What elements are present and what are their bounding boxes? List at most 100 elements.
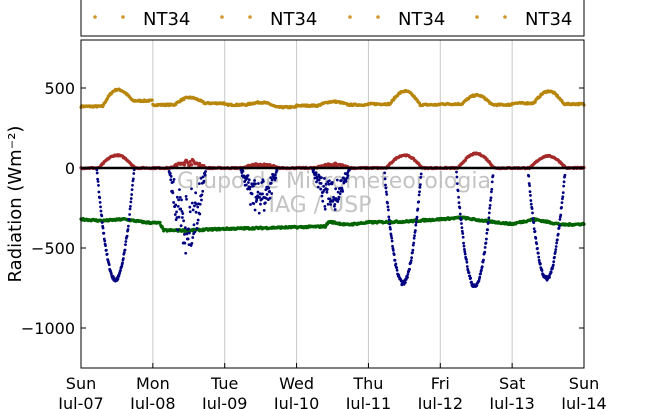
dip-series-point — [393, 258, 397, 262]
dip-series-point — [557, 226, 561, 230]
dip-series-point — [171, 191, 175, 195]
dip-series-point — [127, 218, 131, 222]
dip-series-point — [267, 186, 271, 190]
dip-series-point — [184, 195, 188, 198]
dip-series-point — [478, 275, 482, 279]
dip-series-point — [412, 236, 416, 240]
dip-series-point — [534, 236, 538, 240]
dip-series-point — [173, 213, 177, 216]
dip-series-point — [193, 230, 197, 234]
dip-series-point — [100, 214, 104, 218]
dip-series-point — [121, 261, 124, 265]
dip-series-point — [394, 262, 398, 266]
dip-series-point — [461, 232, 465, 235]
dip-series-point — [465, 258, 468, 261]
dip-series-point — [177, 215, 181, 219]
dip-series-point — [194, 191, 198, 195]
dip-series-point — [314, 173, 318, 177]
dip-series-point — [95, 171, 99, 175]
dip-series-point — [412, 241, 416, 245]
dip-series-point — [183, 226, 187, 230]
dip-series-point — [192, 223, 196, 227]
dip-series-point — [555, 241, 558, 245]
dip-series-point — [323, 207, 327, 211]
dip-series-point — [558, 224, 561, 228]
dip-series-point — [529, 202, 533, 206]
dip-series-point — [531, 217, 535, 220]
dip-series-point — [316, 185, 320, 189]
dip-series-point — [535, 242, 539, 246]
dip-series-point — [489, 190, 493, 194]
dip-series-point — [532, 221, 536, 224]
dip-series-point — [102, 231, 106, 235]
dip-series-point — [334, 187, 338, 191]
legend-frame — [80, 0, 585, 37]
dip-series-point — [126, 228, 130, 231]
legend-marker — [248, 15, 252, 19]
dip-series-point — [560, 201, 564, 205]
dip-series-point — [99, 209, 103, 213]
dip-series-point — [413, 229, 417, 232]
dip-series-point — [120, 265, 124, 268]
y-tick-label: 0 — [65, 159, 75, 178]
dip-series-point — [264, 201, 267, 205]
dip-series-point — [250, 182, 254, 186]
dip-series-point — [116, 277, 120, 281]
dip-series-point — [537, 258, 541, 262]
dip-series-point — [98, 196, 102, 200]
dip-series-point — [461, 235, 465, 239]
legend-marker — [475, 15, 479, 19]
dip-series-point — [121, 257, 125, 260]
dip-series-point — [406, 272, 410, 276]
plot-frame — [80, 39, 585, 369]
dip-series-point — [389, 227, 392, 231]
dip-series-point — [319, 187, 323, 191]
dip-series-point — [459, 218, 463, 222]
watermark-line2: IAG / USP — [269, 193, 372, 218]
dip-series-point — [389, 234, 393, 238]
dip-series-point — [324, 182, 328, 186]
dip-series-point — [549, 270, 553, 274]
dip-series-point — [418, 190, 421, 194]
dip-series-point — [489, 196, 493, 200]
dip-series-point — [319, 182, 323, 185]
dip-series-point — [553, 250, 557, 254]
dip-series-point — [180, 209, 184, 213]
dip-series-point — [265, 192, 269, 196]
dip-series-point — [414, 223, 418, 227]
x-tick-weekday: Thu — [352, 374, 383, 393]
dip-series-point — [179, 224, 183, 228]
dip-series-point — [488, 204, 492, 207]
dip-series-point — [198, 202, 202, 206]
dip-series-point — [483, 246, 487, 249]
dip-series-point — [262, 208, 266, 212]
dip-series-point — [269, 181, 273, 185]
dip-series-point — [129, 204, 132, 208]
dip-series-point — [383, 177, 387, 181]
dip-series-point — [333, 203, 337, 206]
dip-series-point — [199, 176, 203, 180]
dip-series-point — [96, 177, 100, 181]
dip-series-point — [200, 193, 204, 197]
dip-series-point — [183, 241, 187, 245]
dip-series-point — [180, 216, 184, 219]
dip-series-point — [328, 197, 332, 201]
dip-series-point — [390, 239, 394, 243]
dip-series-point — [418, 183, 422, 187]
dip-series-point — [119, 269, 122, 272]
dip-series-point — [483, 250, 487, 254]
dip-series-point — [344, 179, 348, 183]
dip-series-point — [103, 239, 107, 243]
dip-series-point — [251, 184, 255, 188]
dip-series-point — [347, 168, 351, 172]
dip-series-point — [528, 184, 532, 188]
dip-series-point — [345, 176, 349, 180]
plot-area — [81, 40, 584, 368]
dip-series-point — [100, 221, 104, 224]
dip-series-point — [131, 183, 134, 187]
dip-series-point — [201, 175, 205, 179]
dip-series-point — [259, 202, 262, 206]
dip-series-point — [386, 205, 390, 209]
dip-series-point — [326, 202, 330, 206]
